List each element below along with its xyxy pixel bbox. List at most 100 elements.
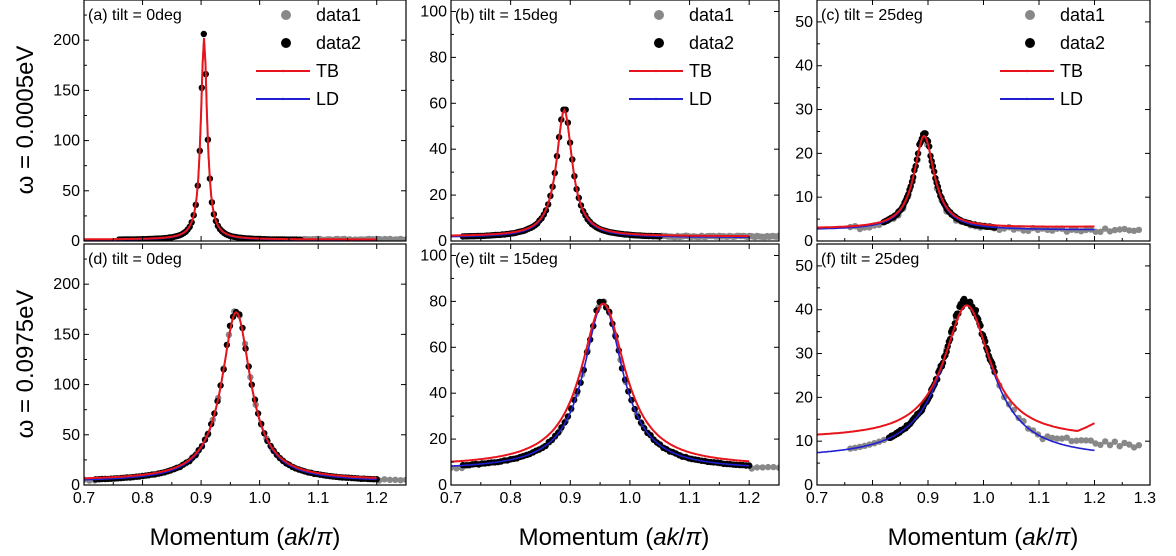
data1-point — [1053, 435, 1061, 442]
panel-title: (f) tilt = 25deg — [821, 251, 919, 268]
panel-c: 0 10 20 30 40 50 (c) tilt = 25deg data1 data2 TB L… — [795, 0, 1151, 250]
x-tick-label: 1.2 — [738, 490, 760, 507]
legend-dot-LD — [654, 97, 658, 101]
data1-point — [775, 464, 779, 471]
series-data2 — [92, 308, 380, 483]
legend-label-data1: data1 — [316, 5, 361, 25]
plot-frame — [450, 243, 780, 486]
x-tick-label: 1.0 — [249, 490, 271, 507]
data1-point — [392, 476, 399, 483]
x-tick-label: 0.9 — [190, 490, 212, 507]
data1-point — [453, 465, 460, 472]
y-tick-label: 0 — [804, 233, 813, 250]
TB-curve — [817, 304, 1095, 436]
data1-point — [397, 477, 404, 484]
y-tick-label: 20 — [795, 389, 813, 406]
x-tick-label: 1.0 — [972, 490, 994, 507]
data1-point — [775, 232, 779, 239]
x-tick-label: 0.7 — [806, 490, 828, 507]
panel-b: 0 20 40 60 80 100 (b) tilt = 15deg data1 data2 TB… — [420, 0, 780, 250]
legend-marker-data1 — [1025, 10, 1035, 20]
data1-point — [1058, 435, 1066, 442]
data1-point — [1135, 226, 1143, 234]
data1-point — [1102, 225, 1109, 232]
data2-point — [966, 298, 974, 305]
data1-point — [402, 236, 406, 241]
y-tick-label: 100 — [420, 3, 447, 20]
x-tick-label: 1.1 — [307, 490, 329, 507]
y-tick-label: 10 — [795, 189, 813, 206]
legend-label-LD: LD — [316, 89, 339, 109]
x-tick-label: 0.8 — [500, 490, 522, 507]
panel-title: (a) tilt = 0deg — [88, 7, 182, 24]
x-tick-label: 0.7 — [73, 490, 95, 507]
legend-marker-data2 — [281, 38, 291, 48]
x-tick-label: 1.2 — [1083, 490, 1105, 507]
series-data2 — [459, 298, 753, 469]
y-tick-label: 200 — [53, 276, 80, 293]
data1-point — [1135, 442, 1143, 449]
legend-marker-data2 — [1025, 38, 1035, 48]
plot-frame — [83, 0, 407, 242]
data1-point — [1130, 444, 1138, 451]
data1-point — [1102, 438, 1109, 445]
plot-area — [84, 30, 406, 241]
legend-marker-data1 — [654, 10, 664, 20]
x-tick-label: 0.9 — [917, 490, 939, 507]
plot-area — [817, 295, 1143, 454]
data1-point — [1087, 437, 1095, 444]
y-tick-label: 80 — [429, 49, 447, 66]
legend-dot-TB — [1025, 69, 1029, 73]
data1-point — [381, 476, 388, 483]
x-axis-label: Momentum (ak/π) — [888, 524, 1079, 551]
plot-area — [84, 308, 406, 484]
y-tick-label: 0 — [438, 233, 447, 250]
data1-point — [764, 463, 772, 471]
legend-label-TB: TB — [1060, 61, 1083, 81]
legend-dot-LD — [1025, 97, 1029, 101]
y-tick-label: 60 — [429, 95, 447, 112]
y-tick-label: 40 — [429, 141, 447, 158]
y-tick-label: 20 — [429, 431, 447, 448]
legend-label-data2: data2 — [1060, 33, 1105, 53]
panel-title: (c) tilt = 25deg — [821, 7, 923, 24]
data1-point — [1106, 441, 1114, 449]
TB-curve — [451, 302, 750, 463]
data2-point — [200, 30, 207, 38]
data1-point — [759, 464, 766, 471]
x-tick-label: 0.7 — [440, 490, 462, 507]
plot-area — [817, 130, 1143, 235]
y-tick-label: 60 — [429, 339, 447, 356]
y-tick-label: 40 — [795, 302, 813, 319]
data1-point — [1097, 441, 1104, 449]
panel-f: 0.7 0.8 0.9 1.0 1.1 1.2 1.3 0 10 20 30 40 50 (f) tilt… — [795, 243, 1156, 507]
y-tick-label: 50 — [62, 427, 80, 444]
data1-point — [1092, 440, 1099, 447]
legend-label-LD: LD — [1060, 89, 1083, 109]
data1-point — [1078, 437, 1085, 444]
panel-e: 0.7 0.8 0.9 1.0 1.1 1.2 0 20 40 60 80 100 (e) tilt =… — [420, 243, 780, 507]
plot-area — [451, 298, 779, 472]
x-tick-label: 1.2 — [366, 490, 388, 507]
data1-point — [1106, 228, 1114, 235]
y-tick-label: 50 — [62, 183, 80, 200]
y-tick-label: 20 — [429, 187, 447, 204]
data1-point — [402, 476, 406, 483]
data1-point — [1121, 439, 1128, 447]
x-axis-label: Momentum (ak/π) — [519, 524, 710, 551]
legend-label-data2: data2 — [689, 33, 734, 53]
plot-frame — [83, 243, 407, 486]
TB-curve — [84, 311, 377, 480]
x-tick-label: 1.0 — [619, 490, 641, 507]
x-tick-label: 1.3 — [1134, 490, 1156, 507]
x-tick-label: 0.8 — [131, 490, 153, 507]
data1-point — [1063, 434, 1071, 441]
y-tick-label: 10 — [795, 433, 813, 450]
x-tick-label: 1.1 — [678, 490, 700, 507]
y-tick-label: 80 — [429, 293, 447, 310]
y-tick-label: 0 — [438, 477, 447, 494]
x-tick-label: 0.9 — [559, 490, 581, 507]
data1-point — [1049, 434, 1056, 442]
data1-point — [1111, 438, 1119, 445]
legend-label-TB: TB — [316, 61, 339, 81]
